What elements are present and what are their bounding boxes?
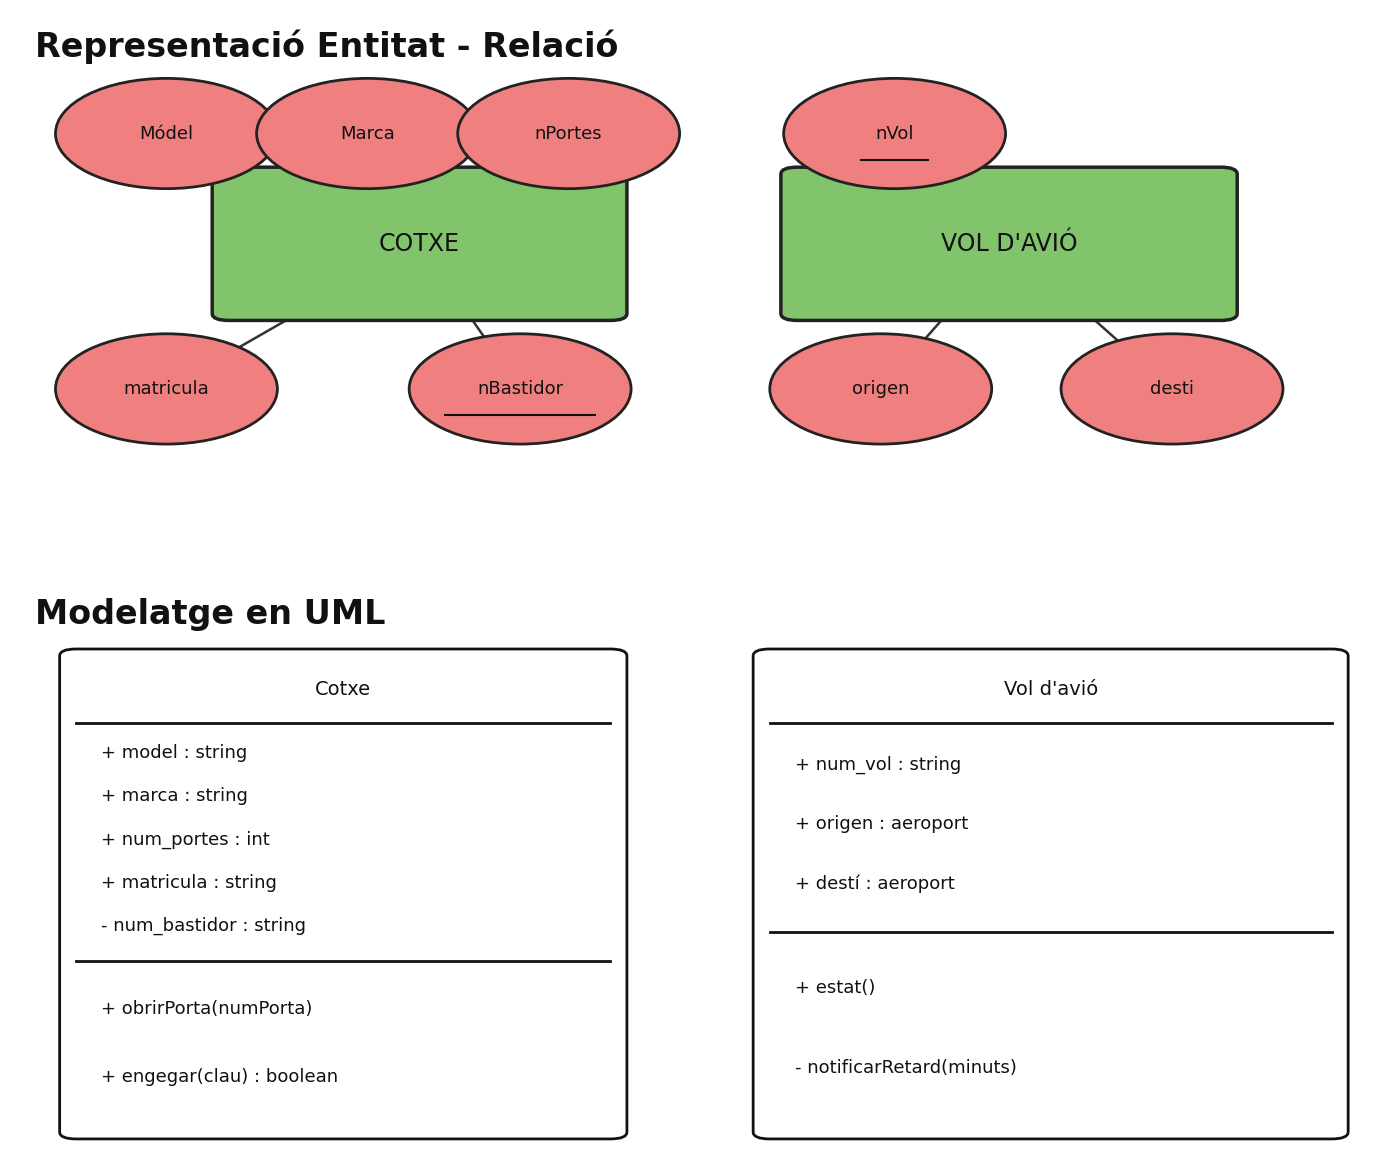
Text: + num_portes : int: + num_portes : int	[101, 830, 270, 849]
Text: + model : string: + model : string	[101, 744, 247, 762]
Ellipse shape	[770, 333, 992, 444]
Text: origen: origen	[852, 380, 910, 398]
Text: Cotxe: Cotxe	[315, 680, 372, 699]
Text: nPortes: nPortes	[535, 124, 602, 143]
Text: + origen : aeroport: + origen : aeroport	[795, 815, 968, 834]
Text: matricula: matricula	[123, 380, 209, 398]
Text: + estat(): + estat()	[795, 979, 875, 997]
Text: - num_bastidor : string: - num_bastidor : string	[101, 917, 307, 935]
Text: + engegar(clau) : boolean: + engegar(clau) : boolean	[101, 1068, 338, 1087]
Text: + marca : string: + marca : string	[101, 787, 248, 806]
FancyBboxPatch shape	[60, 649, 627, 1139]
Text: Módel: Módel	[139, 124, 194, 143]
Text: Representació Entitat - Relació: Representació Entitat - Relació	[35, 29, 619, 64]
FancyBboxPatch shape	[753, 649, 1348, 1139]
Ellipse shape	[458, 78, 680, 188]
Text: COTXE: COTXE	[379, 232, 460, 255]
Text: Vol d'avió: Vol d'avió	[1004, 680, 1097, 699]
Ellipse shape	[784, 78, 1006, 188]
Text: desti: desti	[1150, 380, 1194, 398]
Text: + destí : aeroport: + destí : aeroport	[795, 875, 954, 894]
FancyBboxPatch shape	[212, 167, 627, 320]
Ellipse shape	[55, 333, 277, 444]
Text: - notificarRetard(minuts): - notificarRetard(minuts)	[795, 1059, 1017, 1077]
Ellipse shape	[55, 78, 277, 188]
Text: + num_vol : string: + num_vol : string	[795, 756, 961, 773]
Ellipse shape	[257, 78, 479, 188]
Text: + obrirPorta(numPorta): + obrirPorta(numPorta)	[101, 1000, 312, 1017]
Ellipse shape	[409, 333, 631, 444]
Text: nVol: nVol	[875, 124, 914, 143]
Text: VOL D'AVIÓ: VOL D'AVIÓ	[940, 232, 1078, 255]
FancyBboxPatch shape	[781, 167, 1237, 320]
Ellipse shape	[1061, 333, 1283, 444]
Text: Modelatge en UML: Modelatge en UML	[35, 598, 386, 630]
Text: + matricula : string: + matricula : string	[101, 874, 277, 892]
Text: nBastidor: nBastidor	[477, 380, 563, 398]
Text: Marca: Marca	[340, 124, 395, 143]
